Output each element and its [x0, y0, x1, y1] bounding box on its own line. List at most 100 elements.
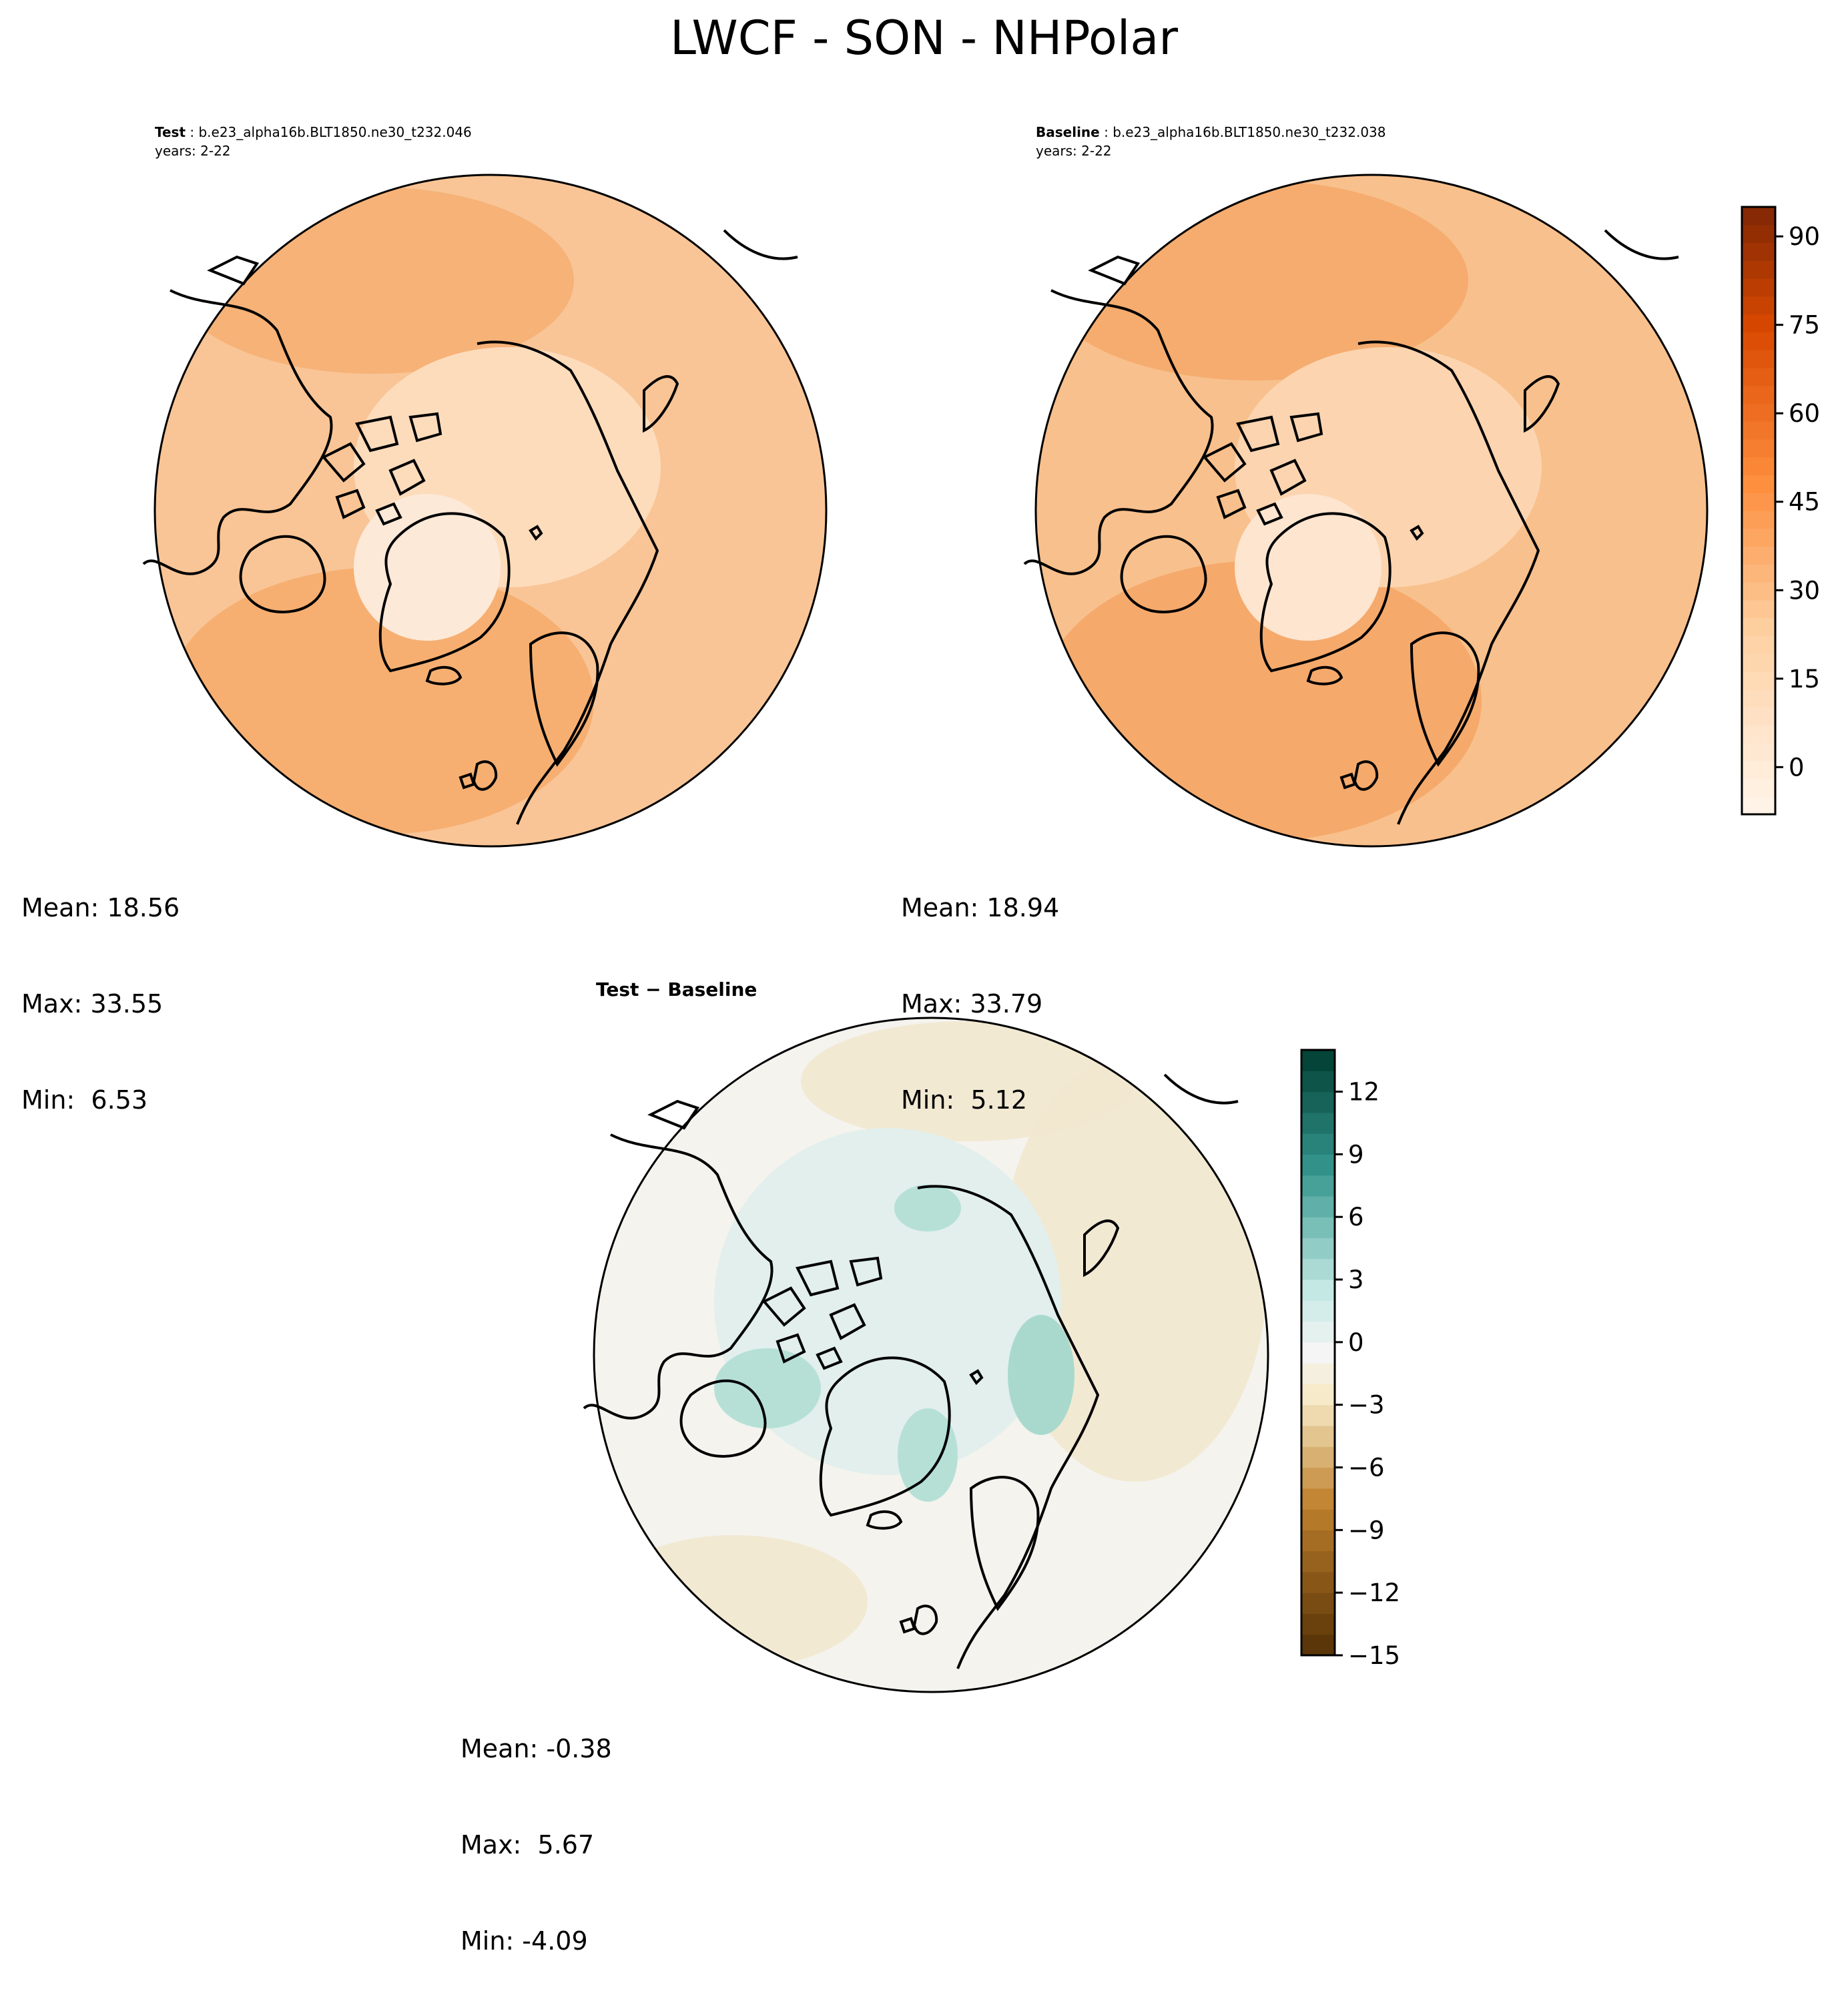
colorbar-brbg-band [1301, 1446, 1335, 1468]
colorbar-brbg-band [1301, 1071, 1335, 1093]
colorbar-oranges-band [1742, 689, 1775, 708]
colorbar-oranges-band [1742, 796, 1775, 815]
colorbar-oranges-band [1742, 725, 1775, 744]
colorbar-brbg-band [1301, 1133, 1335, 1155]
colorbar-brbg-band [1301, 1258, 1335, 1280]
colorbar-brbg-band [1301, 1175, 1335, 1197]
colorbar-oranges-band [1742, 224, 1775, 244]
colorbar-brbg-band [1301, 1217, 1335, 1239]
colorbar-oranges-band [1742, 403, 1775, 422]
test-stat-max: Max: 33.55 [21, 989, 164, 1019]
colorbar-oranges-band [1742, 421, 1775, 440]
baseline-stat-min: Min: 5.12 [901, 1085, 1027, 1115]
colorbar-brbg-band [1301, 1363, 1335, 1385]
colorbar-brbg-band [1301, 1425, 1335, 1447]
colorbar-brbg-band [1301, 1634, 1335, 1656]
colorbar-oranges-band [1742, 778, 1775, 797]
colorbar-oranges-band [1742, 617, 1775, 636]
colorbar-brbg-tick-label: −6 [1348, 1454, 1385, 1482]
colorbar-brbg-band [1301, 1530, 1335, 1552]
colorbar-oranges-band [1742, 385, 1775, 404]
colorbar-oranges-band [1742, 564, 1775, 583]
colorbar-brbg: −15 −12 −9 −6 −3 0 3 6 9 12 [1300, 1049, 1400, 1670]
colorbar-brbg-tick-label: 0 [1348, 1328, 1364, 1357]
figure-title: LWCF - SON - NHPolar [669, 11, 1178, 65]
colorbar-brbg-frame [1300, 1049, 1336, 1657]
baseline-map-greenland [1235, 494, 1381, 641]
colorbar-brbg-tick-label: −12 [1348, 1579, 1400, 1607]
colorbar-brbg-band [1301, 1280, 1335, 1301]
colorbar-oranges-band [1742, 582, 1775, 601]
test-stat-mean: Mean: 18.56 [21, 893, 180, 922]
difference-stat-mean: Mean: -0.38 [460, 1734, 612, 1763]
colorbar-oranges-band [1742, 528, 1775, 547]
baseline-stat-mean: Mean: 18.94 [901, 893, 1060, 922]
colorbar-oranges-bands [1742, 207, 1775, 815]
colorbar-brbg-band [1301, 1300, 1335, 1322]
colorbar-oranges-band [1742, 278, 1775, 297]
test-years: years: 2-22 [155, 143, 231, 159]
colorbar-oranges-band [1742, 350, 1775, 368]
colorbar-oranges-band [1742, 635, 1775, 654]
difference-map [583, 1017, 1269, 1693]
baseline-map-border [1034, 174, 1709, 848]
difference-stat-max: Max: 5.67 [460, 1830, 595, 1860]
baseline-case-name: b.e23_alpha16b.BLT1850.ne30_t232.038 [1113, 124, 1386, 140]
colorbar-brbg-band [1301, 1342, 1335, 1364]
colorbar-brbg-band [1301, 1509, 1335, 1530]
colorbar-brbg-band [1301, 1112, 1335, 1134]
baseline-case-label: Baseline : b.e23_alpha16b.BLT1850.ne30_t… [1036, 124, 1386, 159]
colorbar-oranges-band [1742, 367, 1775, 386]
test-case-label: Test : b.e23_alpha16b.BLT1850.ne30_t232.… [155, 124, 472, 159]
colorbar-brbg-ticks: −15 −12 −9 −6 −3 0 3 6 9 12 [1335, 1078, 1400, 1670]
colorbar-oranges-ticks: 0 15 30 45 60 75 90 [1775, 222, 1820, 782]
colorbar-oranges-band [1742, 260, 1775, 279]
colorbar-brbg-band [1301, 1050, 1335, 1071]
colorbar-oranges-tick-label: 30 [1789, 576, 1820, 605]
colorbar-oranges-frame [1741, 206, 1777, 816]
colorbar-oranges-band [1742, 314, 1775, 332]
colorbar-brbg-band [1301, 1593, 1335, 1615]
colorbar-brbg-tick-label: 3 [1348, 1265, 1364, 1294]
colorbar-brbg-band [1301, 1613, 1335, 1635]
baseline-map [1023, 174, 1709, 848]
colorbar-oranges-band [1742, 439, 1775, 458]
baseline-label: Baseline [1036, 124, 1100, 140]
difference-map-pos-atlantic [898, 1408, 958, 1502]
colorbar-oranges-band [1742, 296, 1775, 315]
colorbar-brbg-band [1301, 1384, 1335, 1406]
colorbar-oranges-band [1742, 493, 1775, 511]
colorbar-oranges-tick-label: 45 [1789, 488, 1820, 517]
colorbar-oranges-tick-label: 90 [1789, 222, 1820, 251]
colorbar-oranges-band [1742, 242, 1775, 261]
colorbar-brbg-tick-label: −15 [1348, 1641, 1400, 1670]
test-label: Test [155, 124, 186, 140]
colorbar-brbg-tick-label: 12 [1348, 1078, 1379, 1107]
colorbar-oranges-band [1742, 599, 1775, 619]
colorbar-oranges-tick-label: 60 [1789, 399, 1820, 428]
difference-map-neg-north [801, 1021, 1135, 1141]
colorbar-oranges-tick-label: 0 [1789, 753, 1805, 782]
colorbar-oranges-band [1742, 760, 1775, 780]
colorbar-brbg-tick-label: 9 [1348, 1140, 1364, 1169]
difference-map-pos-canada [714, 1348, 821, 1428]
colorbar-oranges-tick-label: 75 [1789, 311, 1820, 340]
difference-map-pos-siberia [1008, 1315, 1074, 1435]
difference-stat-min: Min: -4.09 [460, 1926, 588, 1956]
colorbar-brbg-band [1301, 1237, 1335, 1259]
difference-map-border [593, 1017, 1269, 1693]
baseline-stats: Mean: 18.94 Max: 33.79 Min: 5.12 [901, 828, 1059, 1148]
difference-map-pos-bering [894, 1185, 961, 1231]
colorbar-oranges-band [1742, 475, 1775, 493]
colorbar-brbg-band [1301, 1154, 1335, 1176]
difference-title: Test − Baseline [596, 978, 757, 1001]
colorbar-oranges: 0 15 30 45 60 75 90 [1741, 206, 1820, 816]
test-stats: Mean: 18.56 Max: 33.55 Min: 6.53 [21, 828, 180, 1148]
test-map [142, 174, 828, 848]
figure-canvas: 0 15 30 45 60 75 90 −15 −12 −9 −6 −3 0 3 6 9 12 [142, 174, 1820, 1693]
difference-map-neg-south [601, 1535, 868, 1669]
baseline-stat-max: Max: 33.79 [901, 989, 1043, 1019]
colorbar-oranges-band [1742, 671, 1775, 690]
colorbar-oranges-band [1742, 742, 1775, 762]
colorbar-brbg-tick-label: −9 [1348, 1516, 1385, 1544]
